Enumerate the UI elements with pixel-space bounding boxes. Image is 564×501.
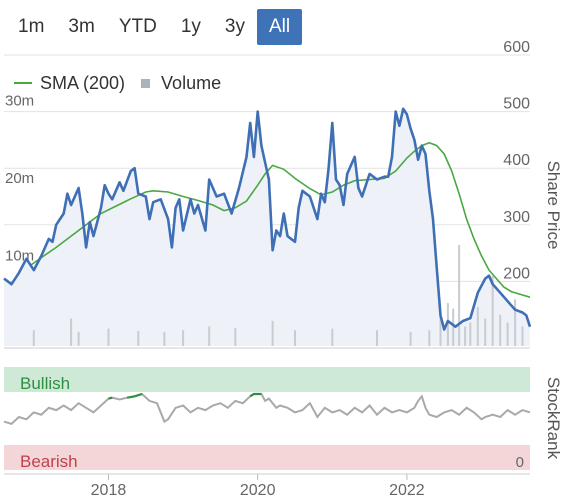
sma-legend-label[interactable]: SMA (200) [40,72,126,93]
volume-bar [428,330,431,347]
x-tick-label: 2018 [91,482,127,499]
bearish-label: Bearish [20,452,78,471]
sma-legend-swatch [14,82,32,84]
stockrank-line [3,392,531,426]
volume-bar [271,320,274,346]
range-button-all[interactable]: All [256,9,303,45]
volume-bar [137,331,140,346]
volume-bar [458,245,461,346]
volume-tick-label: 30m [5,93,34,110]
volume-bar [409,331,412,346]
volume-bar [499,314,502,347]
volume-bar [77,331,80,346]
volume-bar [521,326,524,346]
volume-bar [469,322,472,346]
price-tick-label: 400 [503,152,530,169]
stockrank-bullish-segment [126,392,143,399]
volume-bar [439,314,442,347]
volume-bar [514,299,517,347]
volume-bar [107,328,110,346]
price-tick-label: 300 [503,209,530,226]
volume-legend-label[interactable]: Volume [161,72,222,93]
volume-bar [294,330,296,347]
volume-bar [208,326,211,346]
range-selector: 1m 3m YTD 1y 3y All [6,9,303,45]
x-tick-label: 2020 [240,482,276,499]
volume-bar [376,330,378,347]
stockrank-bullish-segment [249,392,262,398]
volume-bar [331,328,334,346]
volume-bar [452,308,455,346]
range-button-1m[interactable]: 1m [18,16,45,37]
price-tick-label: 500 [503,96,530,113]
range-button-3m[interactable]: 3m [68,16,95,37]
volume-bar [70,318,73,346]
stockrank-bullish-segment [108,396,113,400]
volume-bar [491,276,494,346]
x-tick-label: 2022 [389,482,425,499]
price-line [3,107,532,331]
range-button-ytd[interactable]: YTD [118,16,157,37]
volume-legend-swatch [141,78,151,88]
volume-bar [234,327,237,346]
volume-bar [484,318,487,346]
price-axis-title: Share Price [544,161,563,250]
volume-bar [464,326,467,346]
volume-bar [32,330,35,347]
range-button-3y[interactable]: 3y [224,16,245,37]
volume-bar [506,322,509,346]
volume-tick-label: 20m [5,170,34,187]
bullish-label: Bullish [20,374,70,393]
range-button-1y[interactable]: 1y [180,16,201,37]
bearish-band [4,445,530,470]
chart-legend: SMA (200) Volume [14,70,221,96]
price-tick-label: 600 [503,39,530,56]
volume-bar [446,303,449,346]
stockrank-zero-label: 0 [516,454,524,471]
volume-bar [476,307,479,346]
volume-bar [163,331,166,346]
stockrank-axis-title: StockRank [544,377,563,460]
bullish-band [4,367,530,392]
volume-bar [182,330,185,347]
price-tick-label: 200 [503,265,530,282]
